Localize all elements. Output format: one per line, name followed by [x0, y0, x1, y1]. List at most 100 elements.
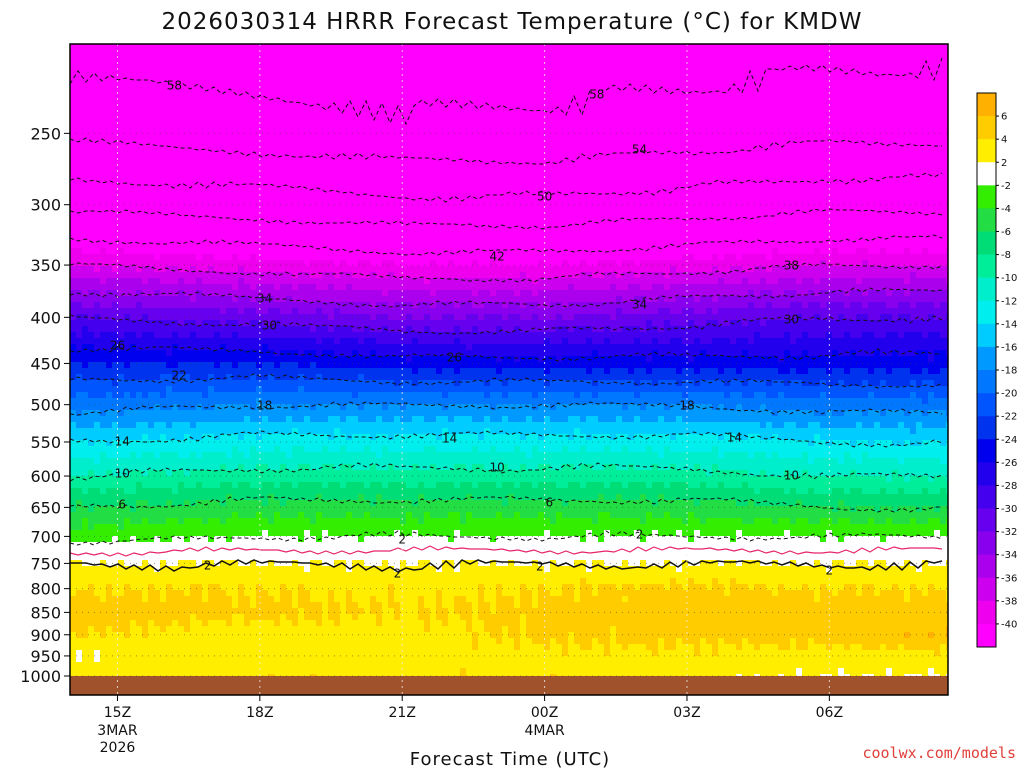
heatmap-cell [256, 284, 263, 291]
heatmap-cell [130, 272, 137, 279]
heatmap-cell [124, 662, 131, 669]
heatmap-cell [172, 626, 179, 633]
heatmap-cell [208, 44, 215, 51]
heatmap-cell [112, 608, 119, 615]
heatmap-cell [94, 608, 101, 615]
heatmap-cell [124, 278, 131, 285]
heatmap-cell [304, 530, 311, 537]
heatmap-cell [292, 374, 299, 381]
heatmap-cell [220, 494, 227, 501]
heatmap-cell [178, 476, 185, 483]
heatmap-cell [304, 656, 311, 663]
heatmap-cell [238, 158, 245, 165]
heatmap-cell [226, 620, 233, 627]
heatmap-cell [178, 512, 185, 519]
heatmap-cell [214, 176, 221, 183]
heatmap-cell [184, 494, 191, 501]
heatmap-cell [94, 206, 101, 213]
heatmap-cell [238, 614, 245, 621]
heatmap-cell [274, 62, 281, 69]
heatmap-cell [256, 428, 263, 435]
heatmap-cell [88, 146, 95, 153]
heatmap-cell [202, 176, 209, 183]
heatmap-cell [154, 476, 161, 483]
heatmap-cell [298, 248, 305, 255]
heatmap-cell [118, 230, 125, 237]
heatmap-cell [322, 542, 329, 549]
heatmap-cell [202, 182, 209, 189]
heatmap-cell [226, 260, 233, 267]
heatmap-cell [118, 578, 125, 585]
heatmap-cell [280, 308, 287, 315]
heatmap-cell [160, 476, 167, 483]
heatmap-cell [184, 290, 191, 297]
heatmap-cell [208, 488, 215, 495]
heatmap-cell [304, 182, 311, 189]
heatmap-cell [100, 290, 107, 297]
heatmap-cell [334, 92, 341, 99]
heatmap-cell [262, 500, 269, 507]
heatmap-cell [184, 332, 191, 339]
heatmap-cell [328, 194, 335, 201]
heatmap-cell [160, 500, 167, 507]
heatmap-cell [202, 422, 209, 429]
heatmap-cell [250, 380, 257, 387]
heatmap-cell [328, 446, 335, 453]
heatmap-cell [70, 620, 77, 627]
heatmap-cell [250, 236, 257, 243]
heatmap-cell [268, 128, 275, 135]
heatmap-cell [274, 464, 281, 471]
heatmap-cell [82, 332, 89, 339]
heatmap-cell [202, 524, 209, 531]
heatmap-cell [304, 404, 311, 411]
heatmap-cell [196, 476, 203, 483]
heatmap-cell [118, 164, 125, 171]
heatmap-cell [124, 302, 131, 309]
heatmap-cell [142, 194, 149, 201]
heatmap-cell [316, 632, 323, 639]
heatmap-cell [328, 398, 335, 405]
heatmap-cell [220, 668, 227, 675]
heatmap-cell [124, 656, 131, 663]
heatmap-cell [298, 200, 305, 207]
heatmap-cell [202, 320, 209, 327]
heatmap-cell [238, 632, 245, 639]
heatmap-cell [214, 410, 221, 417]
heatmap-cell [196, 308, 203, 315]
heatmap-cell [256, 548, 263, 555]
heatmap-cell [268, 308, 275, 315]
heatmap-cell [196, 524, 203, 531]
heatmap-cell [310, 86, 317, 93]
heatmap-cell [328, 146, 335, 153]
heatmap-cell [226, 458, 233, 465]
heatmap-cell [202, 104, 209, 111]
heatmap-cell [244, 488, 251, 495]
heatmap-cell [100, 164, 107, 171]
heatmap-cell [346, 584, 353, 591]
heatmap-cell [142, 500, 149, 507]
heatmap-cell [70, 290, 77, 297]
heatmap-cell [310, 158, 317, 165]
heatmap-cell [82, 596, 89, 603]
heatmap-cell [298, 398, 305, 405]
heatmap-cell [238, 86, 245, 93]
heatmap-cell [70, 254, 77, 261]
heatmap-cell [250, 242, 257, 249]
heatmap-cell [100, 248, 107, 255]
heatmap-cell [274, 644, 281, 651]
heatmap-cell [274, 320, 281, 327]
heatmap-cell [262, 68, 269, 75]
heatmap-cell [166, 68, 173, 75]
heatmap-cell [226, 650, 233, 657]
heatmap-cell [244, 302, 251, 309]
heatmap-cell [166, 206, 173, 213]
heatmap-cell [274, 590, 281, 597]
heatmap-cell [178, 362, 185, 369]
heatmap-cell [346, 428, 353, 435]
heatmap-cell [334, 506, 341, 513]
heatmap-cell [124, 482, 131, 489]
heatmap-cell [334, 602, 341, 609]
heatmap-cell [130, 578, 137, 585]
heatmap-cell [142, 56, 149, 63]
heatmap-cell [76, 176, 83, 183]
